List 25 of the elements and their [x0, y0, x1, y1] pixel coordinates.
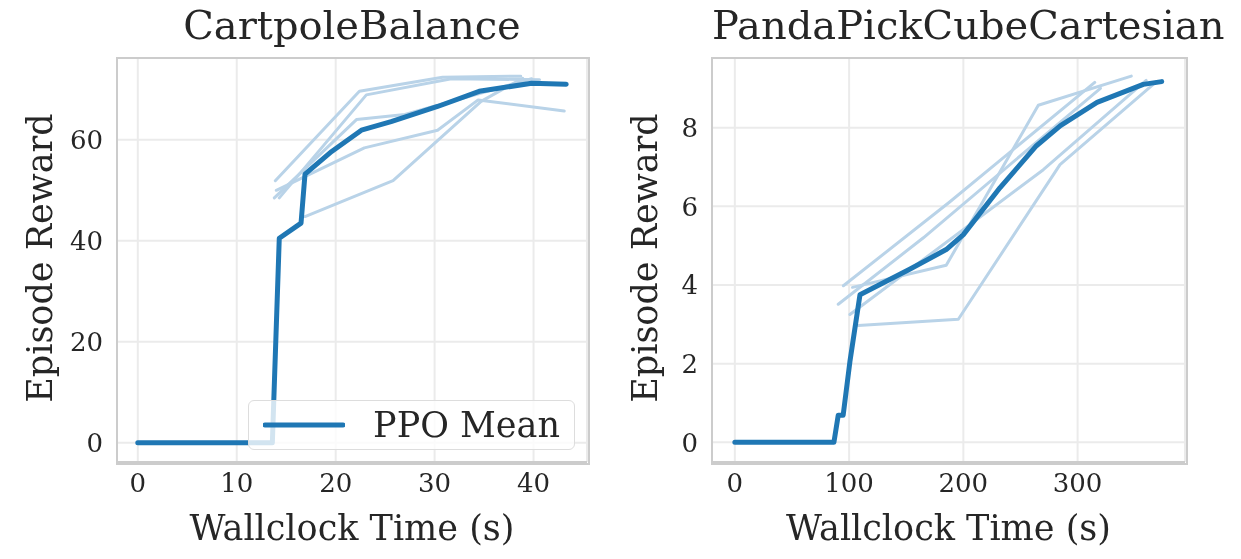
- x-axis-title: Wallclock Time (s): [188, 508, 516, 548]
- x-tick-label: 40: [517, 468, 551, 499]
- x-tick-label: 30: [418, 468, 452, 499]
- x-tick-label: 10: [220, 468, 254, 499]
- y-tick-label: 0: [86, 428, 103, 459]
- x-axis-title: Wallclock Time (s): [785, 508, 1112, 548]
- y-tick-label: 20: [69, 327, 103, 358]
- x-tick-label: 200: [938, 468, 989, 499]
- y-axis-title: Episode Reward: [20, 112, 60, 405]
- x-tick-label: 100: [824, 468, 874, 499]
- x-tick-label: 0: [726, 468, 744, 499]
- y-tick-label: 0: [681, 427, 698, 458]
- y-tick-label: 4: [681, 270, 698, 301]
- x-tick-label: 20: [319, 468, 353, 499]
- y-tick-label: 60: [69, 125, 103, 156]
- y-axis-title: Episode Reward: [625, 112, 665, 405]
- chart-title: PandaPickCubeCartesian: [712, 2, 1225, 48]
- x-tick-label: 0: [129, 468, 147, 499]
- legend-label: PPO Mean: [373, 405, 560, 445]
- y-tick-label: 8: [681, 112, 698, 143]
- y-tick-label: 2: [681, 348, 698, 379]
- y-tick-label: 6: [681, 191, 698, 222]
- y-tick-label: 40: [69, 226, 103, 257]
- chart-title: CartpoleBalance: [182, 2, 522, 48]
- x-tick-label: 300: [1052, 468, 1103, 499]
